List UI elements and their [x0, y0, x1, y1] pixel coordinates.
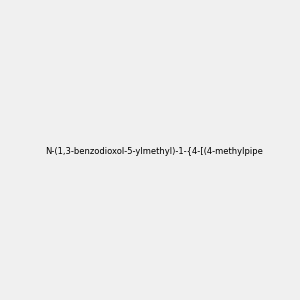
Text: N-(1,3-benzodioxol-5-ylmethyl)-1-{4-[(4-methylpipe: N-(1,3-benzodioxol-5-ylmethyl)-1-{4-[(4-… [45, 147, 263, 156]
